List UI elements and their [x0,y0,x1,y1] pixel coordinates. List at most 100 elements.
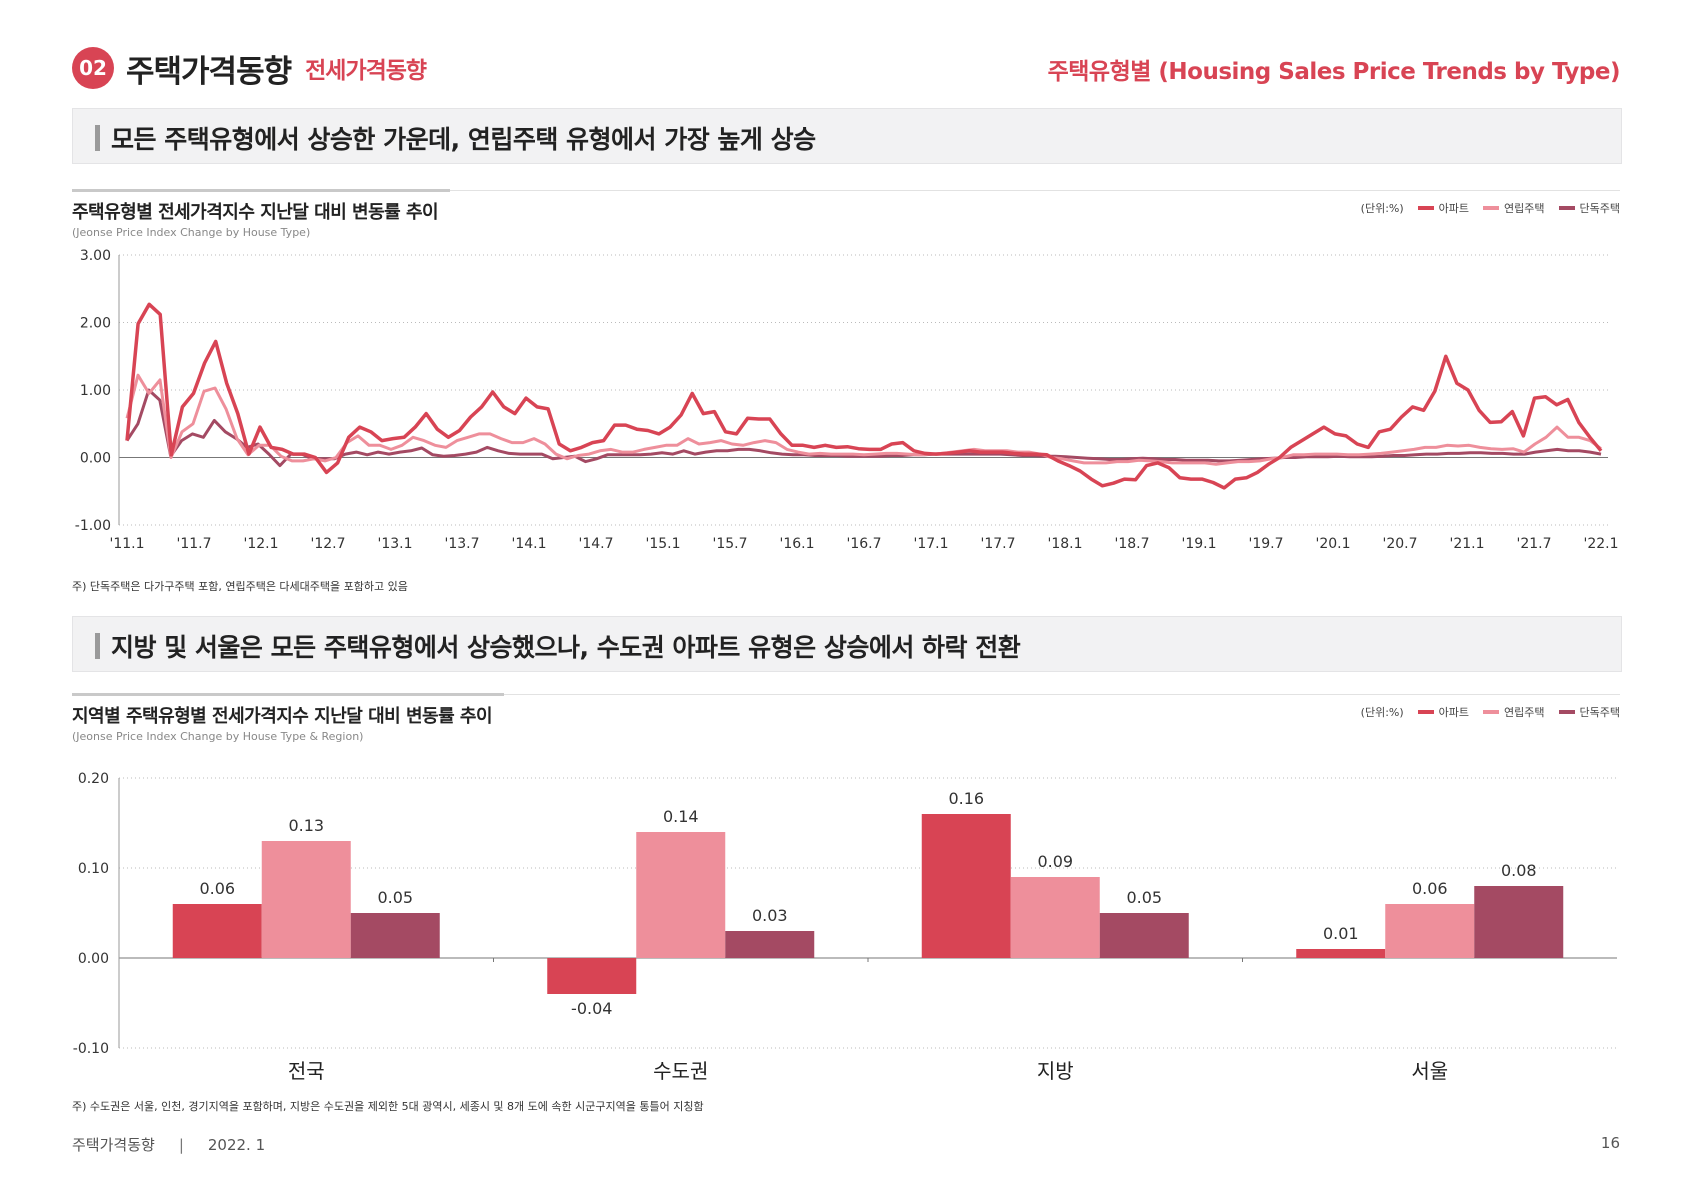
footer-date: 2022. 1 [207,1136,266,1154]
x-tick-label: '18.1 [1047,536,1082,552]
x-tick-label: '22.1 [1583,536,1618,552]
chart-title-2: 지역별 주택유형별 전세가격지수 지난달 대비 변동률 추이 [72,706,493,727]
bar-apt [172,904,262,958]
headline-text-2: 지방 및 서울은 모든 주택유형에서 상승했으나, 수도권 아파트 유형은 상승… [111,633,1021,662]
x-tick-label: '16.7 [846,536,881,552]
headline-band-1: 모든 주택유형에서 상승한 가운데, 연립주택 유형에서 가장 높게 상승 [72,108,1622,164]
x-tick-label: '11.7 [176,536,211,552]
bar-chart: 0.20 0.10 0.00 -0.10 전국 0.06 0.13 0.05 수도권 -0.04 0… [73,771,1617,1083]
series-line-row [125,373,1602,466]
bar-det [350,913,440,958]
legend-2: (단위:%) 아파트 연립주택 단독주택 [1361,704,1620,720]
legend-label-apt: 아파트 [1438,706,1470,719]
y-tick-label: 1.00 [80,383,111,399]
divider [72,190,1620,191]
x-tick-label: '17.7 [980,536,1015,552]
category-label: 수도권 [653,1059,708,1083]
x-tick-label: '17.1 [913,536,948,552]
data-label: 0.06 [199,879,235,898]
data-label: 0.14 [663,807,699,826]
data-label: 0.09 [1037,852,1073,871]
headline-marker [95,125,100,151]
data-label: 0.06 [1412,879,1448,898]
data-label: 0.05 [377,888,413,907]
chart-title-1: 주택유형별 전세가격지수 지난달 대비 변동률 추이 [72,202,439,223]
headline-band-2: 지방 및 서울은 모든 주택유형에서 상승했으나, 수도권 아파트 유형은 상승… [72,616,1622,672]
data-label: 0.13 [288,816,324,835]
x-tick-label: '14.7 [578,536,613,552]
x-tick-label: '16.1 [779,536,814,552]
y-tick-label: -0.10 [73,1041,109,1057]
category-label: 서울 [1411,1059,1448,1083]
page-topic-title: 주택유형별 (Housing Sales Price Trends by Typ… [1047,59,1621,85]
x-tick-label: '15.1 [645,536,680,552]
divider-accent [72,189,450,192]
footer: 주택가격동향 | 2022. 1 [72,1134,265,1155]
x-tick-label: '20.1 [1315,536,1350,552]
divider-accent [72,693,504,696]
line-chart: 3.00 2.00 1.00 0.00 -1.00 '11.1 '11.7 '12.1 '12.… [75,248,1619,552]
bar-row [261,841,351,958]
unit-label: (단위:%) [1360,202,1404,215]
headline-text-1: 모든 주택유형에서 상승한 가운데, 연립주택 유형에서 가장 높게 상승 [111,125,816,154]
y-tick-label: 3.00 [80,248,111,264]
bar-det [1099,913,1189,958]
category-label: 지방 [1037,1059,1074,1083]
x-tick-label: '20.7 [1382,536,1417,552]
data-label: 0.03 [752,906,788,925]
y-tick-label: -1.00 [75,518,111,534]
y-tick-label: 0.10 [78,861,109,877]
x-tick-label: '19.7 [1248,536,1283,552]
legend-label-det: 단독주택 [1579,202,1620,215]
legend-swatch-row [1483,710,1500,714]
chart-subtitle-2: (Jeonse Price Index Change by House Type… [72,730,364,743]
chart-note-1: 주) 단독주택은 다가구주택 포함, 연립주택은 다세대주택을 포함하고 있음 [72,580,408,593]
data-label: 0.01 [1323,924,1359,943]
footer-separator: | [178,1136,184,1154]
bar-row [636,832,726,958]
series-line-apt [125,302,1603,490]
headline-marker [95,633,100,659]
legend-label-row: 연립주택 [1504,202,1545,215]
x-tick-label: '13.7 [444,536,479,552]
chart-subtitle-1: (Jeonse Price Index Change by House Type… [72,226,311,239]
y-tick-label: 2.00 [80,316,111,332]
section-subtitle: 전세가격동향 [305,58,427,84]
legend-swatch-apt [1417,206,1434,210]
x-tick-label: '18.7 [1114,536,1149,552]
legend-swatch-det [1558,206,1575,210]
bar-row [1385,904,1475,958]
bar-apt [921,814,1011,958]
x-tick-label: '12.1 [243,536,278,552]
data-label: 0.05 [1126,888,1162,907]
legend-label-row: 연립주택 [1504,706,1545,719]
y-tick-label: 0.20 [78,771,109,787]
data-label: -0.04 [571,999,612,1018]
bar-det [725,931,815,958]
x-tick-label: '15.7 [712,536,747,552]
legend-swatch-det [1558,710,1575,714]
divider [72,694,1620,695]
data-label: 0.08 [1501,861,1537,880]
x-tick-label: '21.7 [1516,536,1551,552]
legend-label-det: 단독주택 [1579,706,1620,719]
legend-swatch-row [1483,206,1500,210]
bar-apt [547,958,637,994]
x-tick-label: '11.1 [109,536,144,552]
bar-row [1010,877,1100,958]
category-label: 전국 [288,1059,325,1083]
x-tick-label: '14.1 [511,536,546,552]
data-label: 0.16 [948,789,984,808]
page-number: 16 [1600,1134,1620,1152]
unit-label: (단위:%) [1360,706,1404,719]
footer-title: 주택가격동향 [72,1136,155,1154]
bar-apt [1296,949,1386,958]
x-tick-label: '19.1 [1181,536,1216,552]
section-title: 주택가격동향 [126,53,292,90]
x-tick-label: '12.7 [310,536,345,552]
y-tick-label: 0.00 [80,451,111,467]
bar-det [1474,886,1564,958]
x-tick-label: '13.1 [377,536,412,552]
section-number-badge: 02 [72,47,114,89]
y-tick-label: 0.00 [78,951,109,967]
